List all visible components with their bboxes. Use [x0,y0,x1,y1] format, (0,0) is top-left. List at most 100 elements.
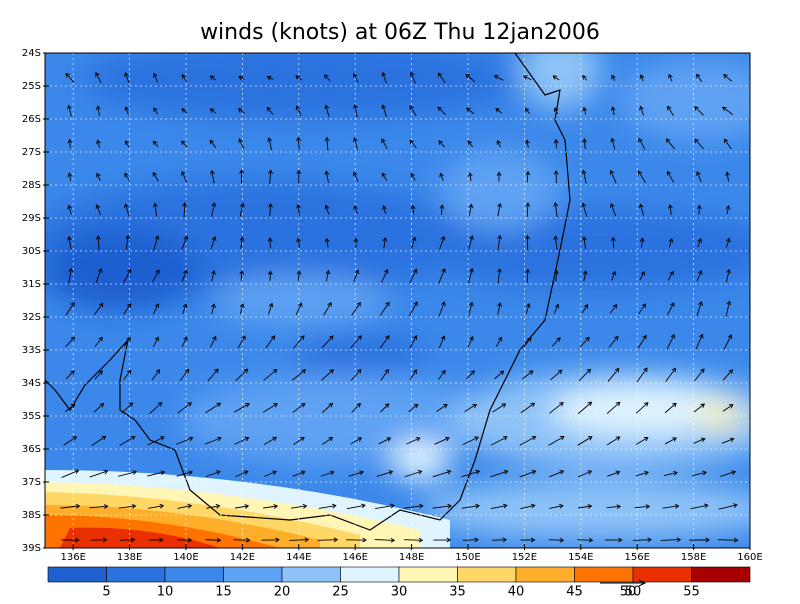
wind-arrow [65,72,75,83]
wind-arrow [94,336,103,347]
wind-arrow [638,137,646,150]
wind-arrow [177,402,192,414]
wind-arrow [438,268,446,284]
wind-arrow [239,169,245,184]
wind-arrow [404,469,423,478]
wind-arrow [296,169,302,184]
wind-arrow [147,436,165,446]
wind-arrow [694,368,705,382]
wind-arrow [553,303,560,314]
wind-arrow [610,236,616,249]
wind-arrow [209,108,216,114]
wind-arrow [181,235,189,250]
wind-arrow [381,268,389,283]
wind-arrow [320,470,335,477]
wind-arrow [404,537,424,543]
wind-arrow [722,106,734,116]
wind-arrow [638,203,645,216]
lon-label: 146E [342,552,367,563]
wind-arrow [262,403,279,413]
wind-arrow [433,537,452,543]
wind-arrow [321,369,334,381]
wind-arrow [497,234,503,251]
wind-arrow [67,104,72,117]
wind-arrow [606,401,621,415]
wind-arrow [696,269,703,282]
lat-label: 28S [22,180,41,191]
wind-arrow [520,402,536,414]
wind-arrow [148,503,165,509]
wind-arrow [353,205,358,215]
wind-arrow [725,268,731,283]
wind-arrow [696,171,702,183]
colorbar-box [340,566,400,583]
wind-arrow [235,368,249,382]
wind-arrow [233,537,251,543]
wind-arrow [553,202,559,218]
wind-arrow [610,137,616,150]
wind-arrow [525,139,530,148]
wind-arrow [375,503,395,510]
wind-arrow [635,470,650,477]
wind-arrow [119,537,136,543]
wind-arrow [577,436,593,446]
wind-arrow [666,333,675,350]
wind-arrow [325,269,331,282]
wind-arrow [318,503,337,509]
wind-arrow [582,74,588,81]
wind-arrow [67,138,73,149]
wind-arrow [635,402,649,414]
colorbar-label: 10 [157,585,174,600]
wind-arrow [468,267,474,284]
wind-arrow [409,268,418,283]
wind-arrow [582,270,588,282]
wind-arrow [461,469,481,478]
wind-arrow [177,503,193,509]
lon-label: 138E [117,552,142,563]
wind-arrow [639,237,645,248]
wind-arrow [721,437,735,444]
wind-arrow [462,436,479,446]
wind-arrow [525,303,531,315]
wind-arrow [439,235,446,250]
wind-arrow [378,437,392,445]
colorbar-label: 55 [683,585,700,600]
wind-arrow [497,268,502,284]
lat-label: 35S [22,411,41,422]
wind-arrow [606,504,622,510]
lat-label: 32S [22,312,41,323]
wind-arrow [439,204,445,215]
wind-arrow [495,336,503,347]
wind-arrow [181,74,187,82]
wind-arrow [553,107,559,115]
wind-arrow [181,269,188,282]
wind-arrow [578,368,592,382]
wind-arrow [578,470,593,478]
wind-arrow [717,537,739,543]
wind-arrow [324,104,330,117]
wind-arrow [96,139,101,148]
wind-arrow [238,75,245,81]
wind-arrow [121,402,134,414]
wind-arrow [263,436,278,446]
wind-arrow [492,403,507,413]
wind-arrow [181,108,188,114]
wind-arrow [267,302,274,315]
wind-arrow [152,269,160,283]
wind-arrow [267,137,272,151]
lon-label: 148E [399,552,424,563]
colorbar-box [574,566,634,583]
wind-arrow [261,537,280,543]
colorbar-label: 45 [566,585,583,600]
wind-arrow [296,203,301,216]
wind-arrow [611,74,616,81]
wind-arrow [124,106,130,116]
wind-field [45,53,750,548]
wind-arrow [381,138,388,150]
wind-arrow [639,105,644,116]
wind-arrow [409,369,417,381]
wind-arrow [65,301,75,316]
wind-arrow [61,537,80,543]
wind-arrow [525,234,530,251]
wind-arrow [694,138,704,150]
